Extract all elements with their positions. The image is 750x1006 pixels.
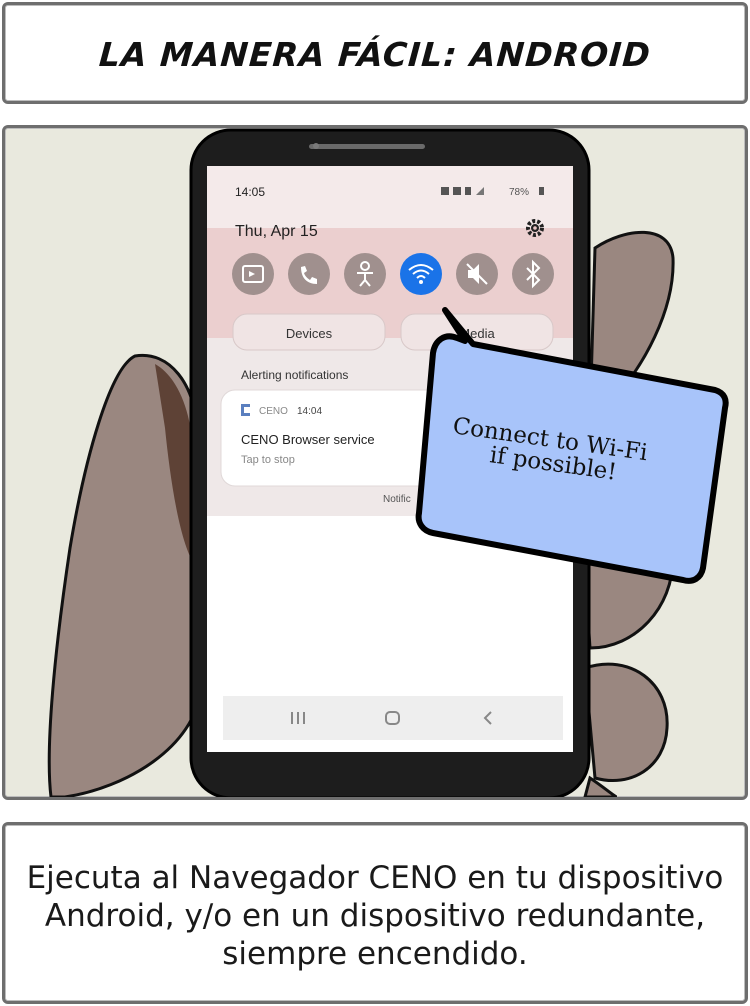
speech-bubble: Connect to Wi-Fi if possible! (415, 307, 729, 584)
screen-cast-toggle[interactable] (232, 253, 274, 295)
gear-icon[interactable] (526, 219, 544, 237)
date-label: Thu, Apr 15 (235, 223, 318, 240)
quick-settings-row (232, 253, 554, 295)
accessibility-toggle[interactable] (344, 253, 386, 295)
ceno-app-icon (241, 404, 250, 416)
back-icon[interactable] (483, 711, 492, 725)
wifi-toggle[interactable] (400, 253, 442, 295)
caption-line-2: Android, y/o en un dispositivo redundant… (44, 898, 706, 934)
accessibility-icon (360, 261, 370, 271)
caption-line-1: Ejecuta al Navegador CENO en tu disposit… (26, 860, 724, 896)
caption-line-3: siempre encendido. (222, 936, 528, 972)
title-panel: LA MANERA FÁCIL: ANDROID (2, 2, 748, 104)
panel-title: LA MANERA FÁCIL: ANDROID (97, 35, 653, 74)
home-icon[interactable] (385, 711, 400, 725)
mute-toggle[interactable] (456, 253, 498, 295)
call-icon (301, 266, 317, 284)
status-battery: 78% (509, 187, 529, 198)
navigation-bar (223, 696, 563, 740)
mute-icon (468, 264, 479, 284)
finger-lower (583, 662, 669, 783)
wifi-icon (408, 264, 434, 279)
illustration-panel: 14:05 78% Thu, Apr 15 (2, 125, 748, 800)
notification-settings-link[interactable]: Notific (383, 494, 411, 505)
status-icons: 78% (441, 187, 544, 198)
caption-panel: Ejecuta al Navegador CENO en tu disposit… (2, 822, 748, 1004)
notification-app-name: CENO (259, 406, 288, 417)
notification-subtitle: Tap to stop (241, 454, 295, 466)
phone-illustration: 14:05 78% Thu, Apr 15 (47, 128, 729, 797)
alerting-label: Alerting notifications (241, 368, 348, 382)
devices-label: Devices (286, 326, 333, 341)
devices-button[interactable] (232, 313, 386, 351)
call-toggle[interactable] (288, 253, 330, 295)
recents-icon[interactable] (291, 712, 305, 724)
bluetooth-toggle[interactable] (512, 253, 554, 295)
notification-title: CENO Browser service (241, 432, 375, 447)
caption: Ejecuta al Navegador CENO en tu disposit… (15, 859, 735, 973)
notification-time: 14:04 (297, 406, 322, 417)
hand-edge (583, 775, 618, 797)
screen-cast-icon (242, 265, 264, 283)
status-time: 14:05 (235, 185, 265, 199)
bluetooth-icon (526, 259, 541, 289)
